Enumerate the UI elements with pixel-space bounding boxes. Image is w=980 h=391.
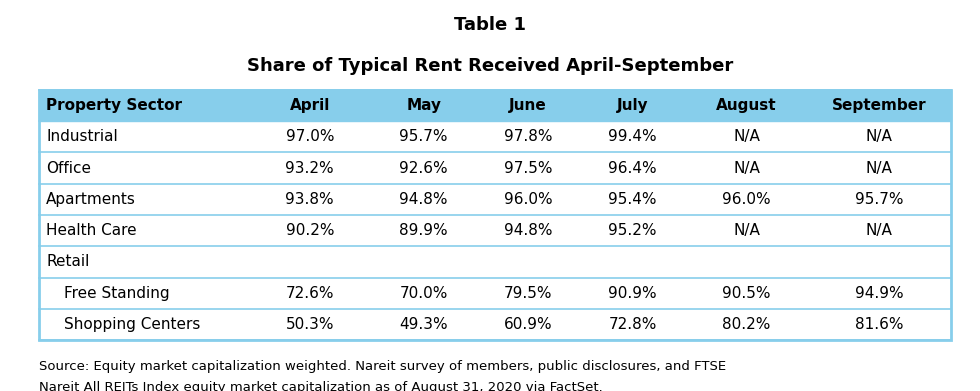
- Text: Share of Typical Rent Received April-September: Share of Typical Rent Received April-Sep…: [247, 57, 733, 75]
- Text: N/A: N/A: [866, 129, 893, 144]
- Text: Free Standing: Free Standing: [64, 286, 170, 301]
- Text: Retail: Retail: [46, 255, 89, 269]
- Text: 90.2%: 90.2%: [285, 223, 334, 238]
- Text: 70.0%: 70.0%: [400, 286, 448, 301]
- Text: 95.7%: 95.7%: [856, 192, 904, 207]
- Text: 95.4%: 95.4%: [609, 192, 657, 207]
- Text: 81.6%: 81.6%: [856, 317, 904, 332]
- Text: Shopping Centers: Shopping Centers: [64, 317, 200, 332]
- Text: 97.5%: 97.5%: [504, 161, 553, 176]
- Text: Nareit All REITs Index equity market capitalization as of August 31, 2020 via Fa: Nareit All REITs Index equity market cap…: [39, 381, 603, 391]
- Text: 49.3%: 49.3%: [400, 317, 448, 332]
- Text: Apartments: Apartments: [46, 192, 136, 207]
- Text: Source: Equity market capitalization weighted. Nareit survey of members, public : Source: Equity market capitalization wei…: [39, 360, 726, 373]
- Text: N/A: N/A: [866, 223, 893, 238]
- Text: 60.9%: 60.9%: [504, 317, 553, 332]
- Text: N/A: N/A: [733, 223, 760, 238]
- Text: May: May: [406, 98, 441, 113]
- Text: Health Care: Health Care: [46, 223, 136, 238]
- Text: August: August: [716, 98, 777, 113]
- Text: Property Sector: Property Sector: [46, 98, 182, 113]
- Text: 72.6%: 72.6%: [285, 286, 334, 301]
- Text: 97.8%: 97.8%: [504, 129, 553, 144]
- Text: 92.6%: 92.6%: [400, 161, 448, 176]
- Text: 99.4%: 99.4%: [609, 129, 657, 144]
- Text: Office: Office: [46, 161, 91, 176]
- Text: Table 1: Table 1: [454, 16, 526, 34]
- Text: 94.8%: 94.8%: [400, 192, 448, 207]
- Text: 80.2%: 80.2%: [722, 317, 770, 332]
- Text: June: June: [510, 98, 547, 113]
- Text: 93.2%: 93.2%: [285, 161, 334, 176]
- Text: 94.8%: 94.8%: [504, 223, 553, 238]
- Text: 90.5%: 90.5%: [722, 286, 770, 301]
- Text: 95.7%: 95.7%: [400, 129, 448, 144]
- Text: July: July: [616, 98, 649, 113]
- Text: 90.9%: 90.9%: [609, 286, 657, 301]
- Text: 79.5%: 79.5%: [504, 286, 553, 301]
- Text: April: April: [289, 98, 330, 113]
- Text: N/A: N/A: [733, 161, 760, 176]
- Text: 50.3%: 50.3%: [285, 317, 334, 332]
- Text: 97.0%: 97.0%: [285, 129, 334, 144]
- Text: September: September: [832, 98, 927, 113]
- Text: 96.4%: 96.4%: [609, 161, 657, 176]
- Text: 72.8%: 72.8%: [609, 317, 657, 332]
- Text: 96.0%: 96.0%: [722, 192, 771, 207]
- Text: 89.9%: 89.9%: [400, 223, 448, 238]
- Text: 95.2%: 95.2%: [609, 223, 657, 238]
- Text: 94.9%: 94.9%: [856, 286, 904, 301]
- Text: N/A: N/A: [866, 161, 893, 176]
- Text: Industrial: Industrial: [46, 129, 118, 144]
- Text: 93.8%: 93.8%: [285, 192, 334, 207]
- Text: 96.0%: 96.0%: [504, 192, 553, 207]
- Text: N/A: N/A: [733, 129, 760, 144]
